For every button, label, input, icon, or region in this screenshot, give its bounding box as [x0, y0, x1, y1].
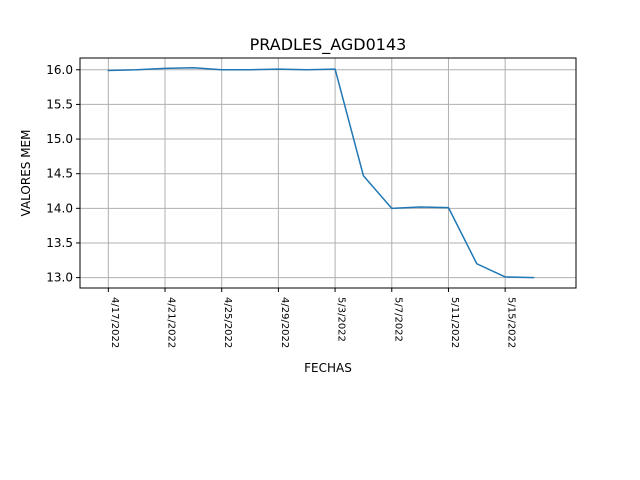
y-axis-label: VALORES MEM: [19, 130, 33, 217]
grid-lines: [80, 58, 576, 288]
x-tick-label: 5/3/2022: [336, 297, 347, 342]
y-tick-label: 14.0: [46, 201, 73, 215]
ticks: 13.0 13.5 14.0 14.5 15.0 15.5 16.0 4/17/2022 4/2…: [46, 63, 516, 349]
x-tick-label: 5/11/2022: [449, 297, 460, 348]
x-tick-label: 4/17/2022: [109, 297, 120, 348]
series-line: [107, 66, 535, 279]
x-tick-label: 4/29/2022: [279, 297, 290, 348]
x-tick-label: 4/25/2022: [222, 297, 233, 348]
x-axis-label: FECHAS: [304, 361, 352, 375]
x-tick-label: 5/7/2022: [392, 297, 403, 342]
y-tick-label: 13.5: [46, 236, 73, 250]
y-tick-label: 13.0: [46, 271, 73, 285]
y-tick-label: 14.5: [46, 167, 73, 181]
y-tick-label: 16.0: [46, 63, 73, 77]
x-tick-label: 4/21/2022: [166, 297, 177, 348]
plot-frame: [79, 57, 577, 289]
x-tick-label: 5/15/2022: [506, 297, 517, 348]
y-tick-label: 15.5: [46, 97, 73, 111]
y-tick-label: 15.0: [46, 132, 73, 146]
chart-title: PRADLES_AGD0143: [250, 35, 407, 55]
